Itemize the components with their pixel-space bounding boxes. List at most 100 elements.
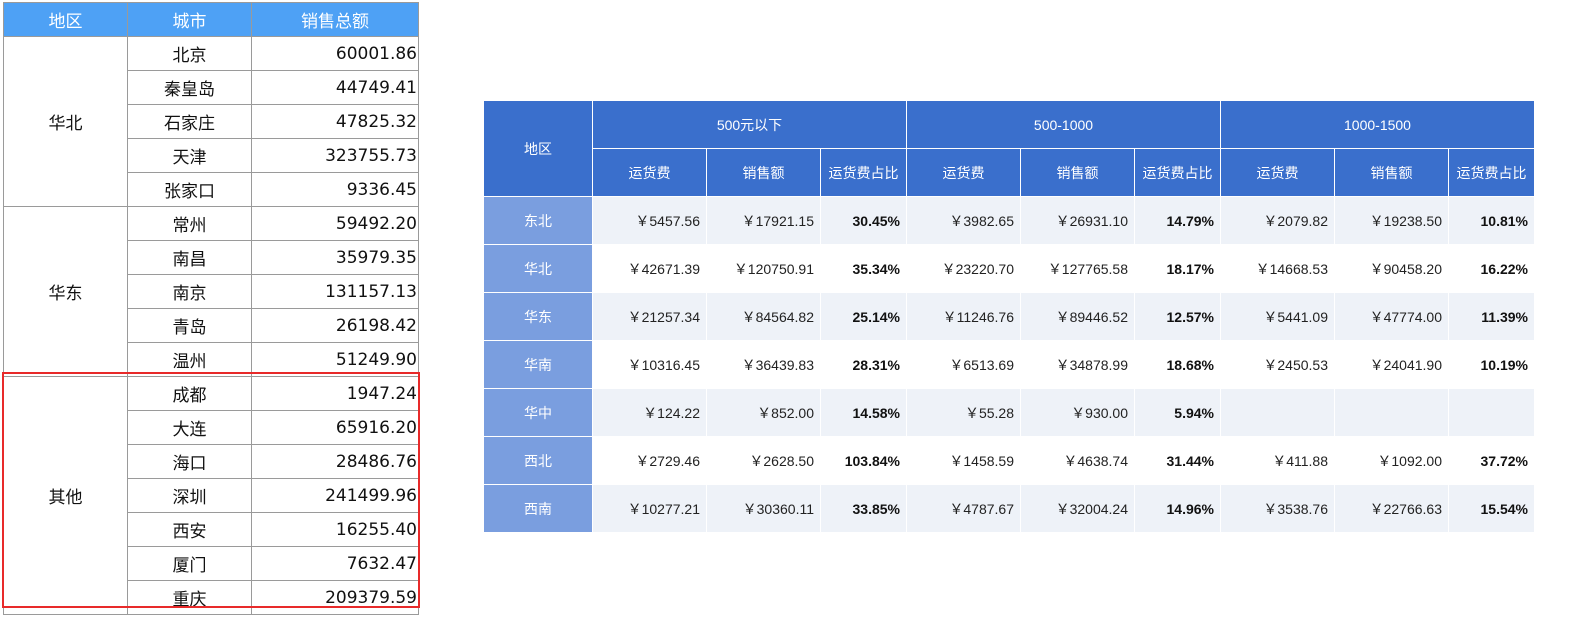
ratio-cell[interactable] [1448,388,1535,437]
sub-header[interactable]: 运货费 [906,148,1021,197]
city-cell[interactable]: 西安 [127,512,252,547]
sub-header[interactable]: 运货费 [1220,148,1335,197]
value-cell[interactable]: ￥30360.11 [706,484,821,533]
city-cell[interactable]: 天津 [127,138,252,173]
ratio-cell[interactable]: 14.79% [1134,196,1221,245]
value-cell[interactable]: ￥5457.56 [592,196,707,245]
city-cell[interactable]: 南京 [127,274,252,309]
row-region-header[interactable]: 西南 [483,484,593,533]
city-cell[interactable]: 大连 [127,410,252,445]
value-cell[interactable]: ￥89446.52 [1020,292,1135,341]
ratio-cell[interactable]: 10.19% [1448,340,1535,389]
amount-cell[interactable]: 16255.40 [251,512,419,547]
value-cell[interactable]: ￥127765.58 [1020,244,1135,293]
group-header[interactable]: 500元以下 [592,100,907,149]
sub-header[interactable]: 销售额 [1334,148,1449,197]
amount-cell[interactable]: 241499.96 [251,478,419,513]
amount-cell[interactable]: 60001.86 [251,36,419,71]
amount-cell[interactable]: 323755.73 [251,138,419,173]
value-cell[interactable]: ￥6513.69 [906,340,1021,389]
row-region-header[interactable]: 华中 [483,388,593,437]
ratio-cell[interactable]: 14.96% [1134,484,1221,533]
city-cell[interactable]: 海口 [127,444,252,479]
amount-cell[interactable]: 35979.35 [251,240,419,275]
value-cell[interactable]: ￥4787.67 [906,484,1021,533]
value-cell[interactable]: ￥21257.34 [592,292,707,341]
city-cell[interactable]: 重庆 [127,580,252,615]
ratio-cell[interactable]: 16.22% [1448,244,1535,293]
ratio-cell[interactable]: 18.17% [1134,244,1221,293]
ratio-cell[interactable]: 37.72% [1448,436,1535,485]
value-cell[interactable] [1220,388,1335,437]
value-cell[interactable]: ￥34878.99 [1020,340,1135,389]
ratio-cell[interactable]: 10.81% [1448,196,1535,245]
city-cell[interactable]: 厦门 [127,546,252,581]
city-cell[interactable]: 常州 [127,206,252,241]
amount-cell[interactable]: 28486.76 [251,444,419,479]
value-cell[interactable]: ￥36439.83 [706,340,821,389]
value-cell[interactable]: ￥23220.70 [906,244,1021,293]
sub-header[interactable]: 销售额 [1020,148,1135,197]
city-cell[interactable]: 深圳 [127,478,252,513]
city-cell[interactable]: 北京 [127,36,252,71]
amount-cell[interactable]: 51249.90 [251,342,419,377]
city-cell[interactable]: 秦皇岛 [127,70,252,105]
header-sales-total[interactable]: 销售总额 [251,2,419,37]
value-cell[interactable]: ￥47774.00 [1334,292,1449,341]
ratio-cell[interactable]: 12.57% [1134,292,1221,341]
city-cell[interactable]: 南昌 [127,240,252,275]
amount-cell[interactable]: 209379.59 [251,580,419,615]
value-cell[interactable]: ￥1092.00 [1334,436,1449,485]
group-header[interactable]: 1000-1500 [1220,100,1535,149]
group-header[interactable]: 500-1000 [906,100,1221,149]
header-city[interactable]: 城市 [127,2,252,37]
value-cell[interactable]: ￥19238.50 [1334,196,1449,245]
amount-cell[interactable]: 47825.32 [251,104,419,139]
sub-header[interactable]: 运货费占比 [1134,148,1221,197]
amount-cell[interactable]: 1947.24 [251,376,419,411]
amount-cell[interactable]: 7632.47 [251,546,419,581]
ratio-cell[interactable]: 11.39% [1448,292,1535,341]
value-cell[interactable]: ￥10277.21 [592,484,707,533]
row-region-header[interactable]: 西北 [483,436,593,485]
row-region-header[interactable]: 东北 [483,196,593,245]
ratio-cell[interactable]: 5.94% [1134,388,1221,437]
crosstab-corner-header[interactable]: 地区 [483,100,593,197]
city-cell[interactable]: 温州 [127,342,252,377]
region-cell[interactable]: 其他 [3,376,128,615]
ratio-cell[interactable]: 18.68% [1134,340,1221,389]
value-cell[interactable]: ￥2628.50 [706,436,821,485]
amount-cell[interactable]: 131157.13 [251,274,419,309]
amount-cell[interactable]: 9336.45 [251,172,419,207]
value-cell[interactable]: ￥42671.39 [592,244,707,293]
ratio-cell[interactable]: 15.54% [1448,484,1535,533]
value-cell[interactable]: ￥120750.91 [706,244,821,293]
value-cell[interactable]: ￥2079.82 [1220,196,1335,245]
value-cell[interactable]: ￥24041.90 [1334,340,1449,389]
city-cell[interactable]: 青岛 [127,308,252,343]
ratio-cell[interactable]: 31.44% [1134,436,1221,485]
header-region[interactable]: 地区 [3,2,128,37]
value-cell[interactable]: ￥32004.24 [1020,484,1135,533]
city-cell[interactable]: 石家庄 [127,104,252,139]
ratio-cell[interactable]: 14.58% [820,388,907,437]
row-region-header[interactable]: 华南 [483,340,593,389]
amount-cell[interactable]: 26198.42 [251,308,419,343]
value-cell[interactable]: ￥930.00 [1020,388,1135,437]
value-cell[interactable]: ￥4638.74 [1020,436,1135,485]
region-cell[interactable]: 华北 [3,36,128,207]
value-cell[interactable]: ￥3538.76 [1220,484,1335,533]
sub-header[interactable]: 运货费占比 [820,148,907,197]
ratio-cell[interactable]: 35.34% [820,244,907,293]
value-cell[interactable]: ￥84564.82 [706,292,821,341]
city-cell[interactable]: 成都 [127,376,252,411]
sub-header[interactable]: 运货费占比 [1448,148,1535,197]
value-cell[interactable]: ￥26931.10 [1020,196,1135,245]
value-cell[interactable]: ￥1458.59 [906,436,1021,485]
row-region-header[interactable]: 华东 [483,292,593,341]
ratio-cell[interactable]: 28.31% [820,340,907,389]
value-cell[interactable] [1334,388,1449,437]
value-cell[interactable]: ￥11246.76 [906,292,1021,341]
value-cell[interactable]: ￥852.00 [706,388,821,437]
value-cell[interactable]: ￥90458.20 [1334,244,1449,293]
